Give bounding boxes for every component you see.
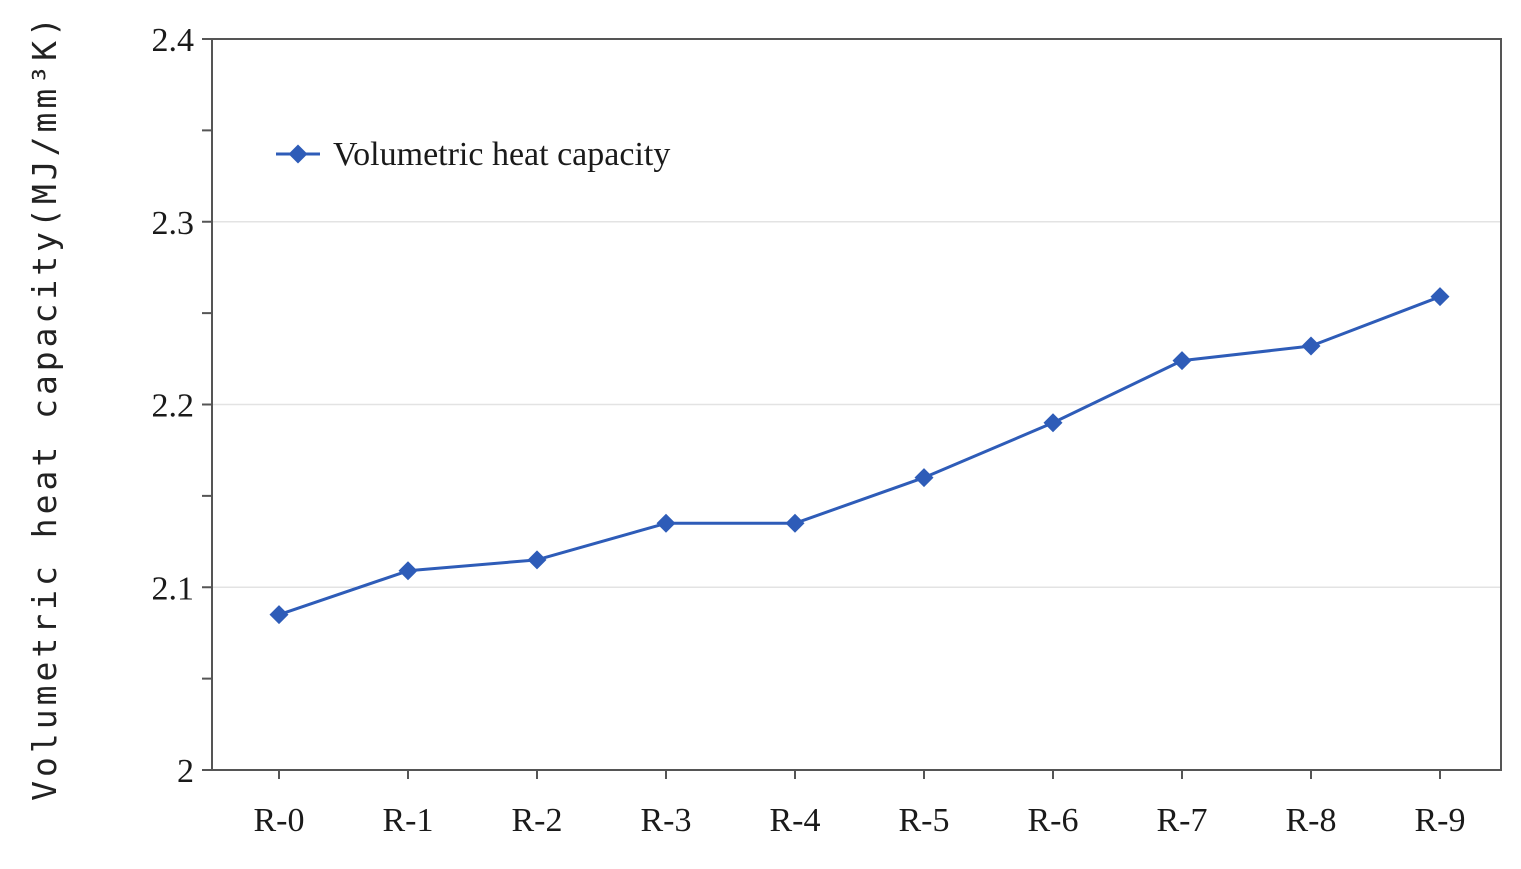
data-point-r-4: [785, 513, 805, 533]
y-tick-label-4: 2.4: [152, 22, 195, 59]
data-point-r-7: [1172, 351, 1192, 371]
data-point-r-9: [1430, 287, 1450, 307]
data-point-r-1: [398, 561, 418, 581]
y-axis-title: Volumetric heat capacity(MJ/mm³K): [25, 13, 64, 801]
x-tick-label-r-8: R-8: [1286, 802, 1337, 839]
y-tick-label-3: 2.3: [152, 205, 195, 242]
x-tick-label-r-3: R-3: [641, 802, 692, 839]
y-tick-label-0: 2: [177, 753, 194, 790]
legend-marker: [288, 144, 308, 164]
gridlines: [212, 221, 1501, 588]
data-point-r-5: [914, 468, 934, 488]
data-point-r-8: [1301, 336, 1321, 356]
data-point-r-2: [527, 550, 547, 570]
y-tick-label-2: 2.2: [152, 388, 195, 425]
x-tick-label-r-6: R-6: [1028, 802, 1079, 839]
data-point-r-6: [1043, 413, 1063, 433]
data-point-r-3: [656, 513, 676, 533]
x-tick-label-r-4: R-4: [770, 802, 821, 839]
series-layer: [269, 287, 1450, 625]
axes: 2 2.1 2.2 2.3 2.4 R-0 R-1 R-2 R-3 R-4 R-5 R-6 R-7 R-8…: [152, 22, 1502, 839]
legend: Volumetric heat capacity: [276, 136, 670, 173]
x-tick-label-r-9: R-9: [1415, 802, 1466, 839]
x-tick-label-r-7: R-7: [1157, 802, 1208, 839]
legend-label: Volumetric heat capacity: [333, 136, 670, 173]
x-tick-label-r-1: R-1: [383, 802, 434, 839]
y-tick-label-1: 2.1: [152, 570, 195, 607]
x-tick-label-r-0: R-0: [254, 802, 305, 839]
data-point-r-0: [269, 605, 289, 625]
series-line-0: [278, 295, 1441, 617]
x-tick-label-r-5: R-5: [899, 802, 950, 839]
x-tick-label-r-2: R-2: [512, 802, 563, 839]
